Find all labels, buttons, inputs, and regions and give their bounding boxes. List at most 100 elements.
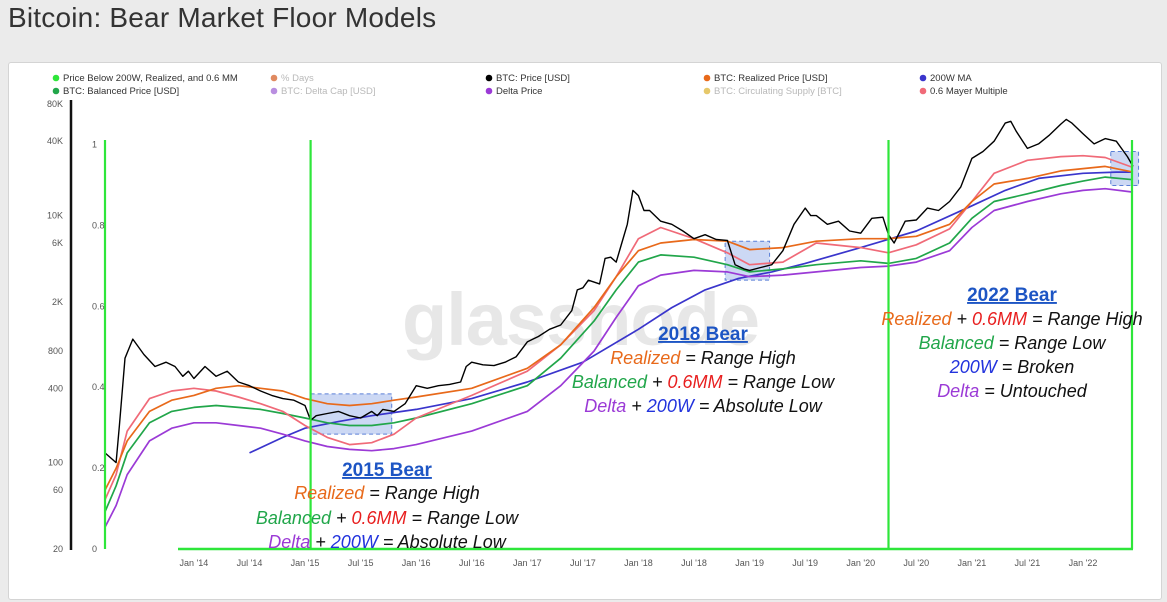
annotation-segment: Realized: [294, 483, 365, 503]
y2-tick-label: 0.2: [92, 463, 105, 473]
y-tick-label: 80K: [47, 99, 63, 109]
x-tick-label: Jul '14: [237, 558, 263, 568]
annotation-2022-line-3: 200W = Broken: [949, 357, 1075, 377]
annotation-segment: 200W: [646, 396, 696, 416]
legend-marker-9: [703, 87, 711, 95]
x-tick-label: Jan '19: [735, 558, 764, 568]
series-delta-line: [104, 187, 1134, 528]
annotation-segment: = Absolute Low: [694, 396, 823, 416]
x-tick-label: Jan '20: [846, 558, 875, 568]
annotation-segment: Delta: [937, 381, 979, 401]
annotation-segment: 200W: [330, 532, 380, 552]
legend-marker-8: [485, 87, 493, 95]
annotation-segment: 200W: [949, 357, 999, 377]
annotation-segment: = Range Low: [994, 333, 1107, 353]
y-tick-label: 400: [48, 383, 63, 393]
legend-label-10: 0.6 Mayer Multiple: [930, 86, 1008, 97]
annotation-segment: = Range Low: [407, 508, 520, 528]
annotation-segment: +: [626, 396, 647, 416]
annotation-2015-line-2: Balanced + 0.6MM = Range Low: [256, 508, 519, 528]
annotation-segment: = Range Low: [723, 372, 836, 392]
legend-label-5: 200W MA: [930, 73, 972, 84]
annotation-segment: 0.6MM: [667, 372, 722, 392]
annotation-2018-line-3: Delta + 200W = Absolute Low: [584, 396, 822, 416]
series-price-line: [104, 118, 1134, 464]
annotation-2018-title: 2018 Bear: [658, 324, 748, 345]
annotation-segment: Realized: [610, 348, 681, 368]
y-tick-label: 6K: [52, 238, 63, 248]
series-balanced-line: [104, 176, 1134, 513]
legend-label-8: Delta Price: [496, 86, 542, 97]
legend-marker-7: [270, 87, 278, 95]
annotation-2015-title: 2015 Bear: [342, 460, 432, 481]
x-tick-label: Jul '20: [903, 558, 929, 568]
legend-label-9: BTC: Circulating Supply [BTC]: [714, 86, 842, 97]
series-group: [104, 118, 1134, 528]
y-tick-label: 20: [53, 544, 63, 554]
legend-marker-1: [52, 74, 60, 82]
annotation-2018-line-1: Realized = Range High: [610, 348, 796, 368]
legend-marker-4: [703, 74, 711, 82]
annotation-segment: Realized: [881, 309, 952, 329]
annotation-segment: = Absolute Low: [378, 532, 507, 552]
series-mayer-line: [104, 154, 1134, 501]
x-tick-label: Jan '16: [402, 558, 431, 568]
legend: Price Below 200W, Realized, and 0.6 MM % …: [52, 73, 1008, 97]
y2-tick-label: 0.4: [92, 382, 105, 392]
x-tick-label: Jan '17: [513, 558, 542, 568]
annotation-2022-line-4: Delta = Untouched: [937, 381, 1088, 401]
y2-tick-label: 0.6: [92, 301, 105, 311]
annotation-segment: +: [331, 508, 352, 528]
x-tick-label: Jan '22: [1069, 558, 1098, 568]
annotation-2015-line-1: Realized = Range High: [294, 483, 480, 503]
axes-group: 80K 40K 10K 6K 2K 800 400 100 60 20 1 0.8 0.6 0.4 0.2 0…: [47, 99, 1097, 568]
legend-marker-5: [919, 74, 927, 82]
annotation-segment: Balanced: [572, 372, 648, 392]
y-tick-label: 100: [48, 458, 63, 468]
annotation-2018-line-2: Balanced + 0.6MM = Range Low: [572, 372, 835, 392]
legend-label-1: Price Below 200W, Realized, and 0.6 MM: [63, 73, 238, 84]
annotation-2015-line-3: Delta + 200W = Absolute Low: [268, 532, 506, 552]
annotation-segment: Delta: [268, 532, 310, 552]
annotation-2022-line-2: Balanced = Range Low: [919, 333, 1107, 353]
annotation-segment: 0.6MM: [972, 309, 1027, 329]
y2-tick-label: 1: [92, 139, 97, 149]
annotation-segment: +: [647, 372, 668, 392]
y-tick-label: 800: [48, 346, 63, 356]
legend-label-2: % Days: [281, 73, 314, 84]
annotation-segment: Balanced: [919, 333, 995, 353]
annotation-segment: = Range High: [680, 348, 796, 368]
legend-label-4: BTC: Realized Price [USD]: [714, 73, 828, 84]
x-tick-label: Jul '16: [459, 558, 485, 568]
y-tick-label: 60: [53, 485, 63, 495]
annotation-segment: = Range High: [364, 483, 480, 503]
series-realized-line: [104, 165, 1134, 491]
x-tick-label: Jul '19: [792, 558, 818, 568]
y-tick-label: 40K: [47, 136, 63, 146]
y-tick-label: 2K: [52, 297, 63, 307]
y2-tick-label: 0.8: [92, 220, 105, 230]
annotation-2022-title: 2022 Bear: [967, 285, 1057, 306]
signal-lines: [103, 140, 1134, 551]
legend-label-6: BTC: Balanced Price [USD]: [63, 86, 179, 97]
legend-label-3: BTC: Price [USD]: [496, 73, 570, 84]
legend-label-7: BTC: Delta Cap [USD]: [281, 86, 376, 97]
annotation-segment: +: [310, 532, 331, 552]
x-tick-label: Jan '14: [180, 558, 209, 568]
legend-marker-6: [52, 87, 60, 95]
x-tick-label: Jul '18: [681, 558, 707, 568]
x-tick-label: Jul '15: [348, 558, 374, 568]
annotation-2022-line-1: Realized + 0.6MM = Range High: [881, 309, 1142, 329]
annotation-segment: Delta: [584, 396, 626, 416]
annotation-segment: 0.6MM: [351, 508, 406, 528]
annotation-segment: +: [951, 309, 972, 329]
y-tick-label: 10K: [47, 211, 63, 221]
x-tick-label: Jan '21: [957, 558, 986, 568]
annotation-segment: = Range High: [1027, 309, 1143, 329]
page-title: Bitcoin: Bear Market Floor Models: [8, 2, 437, 33]
x-tick-label: Jul '17: [570, 558, 596, 568]
annotation-segment: = Broken: [997, 357, 1075, 377]
legend-marker-2: [270, 74, 278, 82]
